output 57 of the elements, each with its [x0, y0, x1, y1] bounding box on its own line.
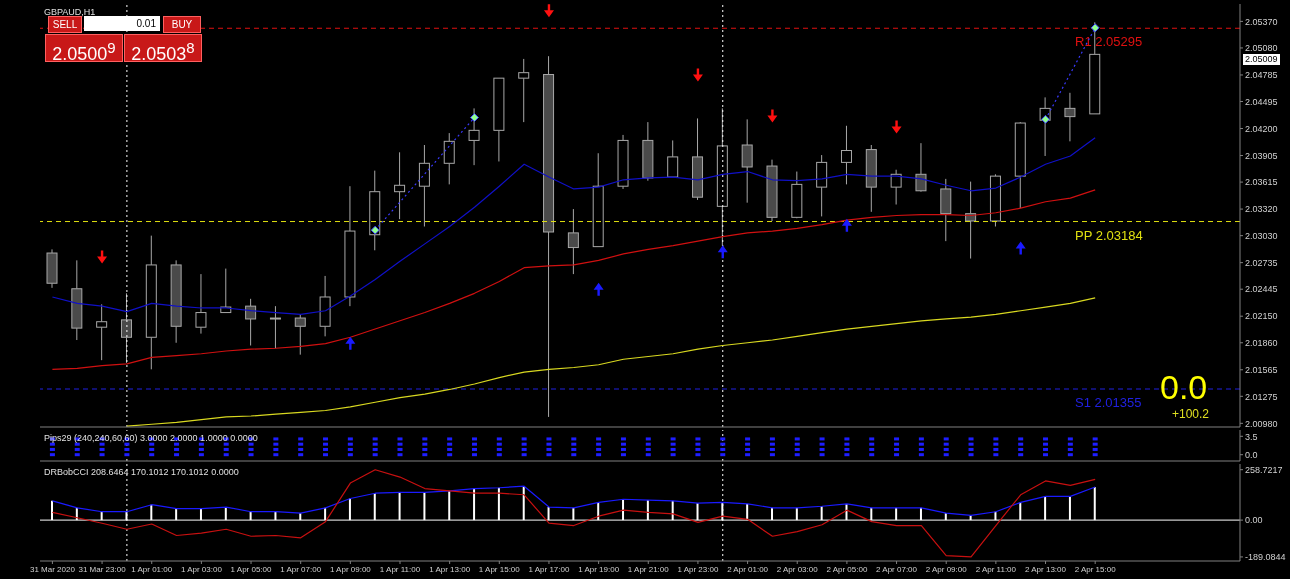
x-tick-label: 1 Apr 19:00: [578, 564, 620, 574]
y-tick-label: 2.03615: [1245, 177, 1278, 188]
x-tick-label: 1 Apr 07:00: [280, 564, 322, 574]
y-tick-label: 0.0: [1245, 449, 1258, 460]
x-tick-label: 2 Apr 05:00: [826, 564, 868, 574]
y-tick-label: 2.01860: [1245, 337, 1278, 348]
y-tick-label: 2.03320: [1245, 204, 1278, 215]
x-tick-label: 1 Apr 01:00: [131, 564, 173, 574]
y-tick-label: 2.04785: [1245, 70, 1278, 81]
y-tick-label: 2.03905: [1245, 150, 1278, 161]
x-tick-label: 31 Mar 23:00: [78, 564, 127, 574]
y-tick-label: -189.0844: [1245, 552, 1286, 563]
x-tick-label: 1 Apr 23:00: [677, 564, 719, 574]
bid-price-box: 2.0500$^{9}$: [45, 34, 123, 62]
x-tick-label: 1 Apr 15:00: [478, 564, 521, 574]
y-tick-label: 2.05370: [1245, 16, 1278, 27]
lot-size-field: 0.01: [84, 16, 160, 31]
annotation: +100.2: [1172, 407, 1210, 421]
sell-button: SELL: [48, 16, 82, 33]
x-tick-label: 1 Apr 11:00: [379, 564, 421, 574]
y-tick-label: 2.01565: [1245, 364, 1278, 375]
y-tick-label: 2.02445: [1245, 284, 1278, 295]
ref-line-label: S1 2.01355: [1075, 395, 1142, 410]
x-tick-label: 2 Apr 15:00: [1074, 564, 1117, 574]
price-tag: 2.05009: [1243, 54, 1280, 65]
y-tick-label: 3.5: [1245, 431, 1258, 442]
x-tick-label: 2 Apr 09:00: [925, 564, 968, 574]
x-tick-label: 2 Apr 01:00: [727, 564, 769, 574]
y-tick-label: 258.7217: [1245, 464, 1283, 475]
y-tick-label: 2.00980: [1245, 418, 1278, 429]
x-tick-label: 31 Mar 2020: [29, 564, 76, 574]
x-tick-label: 1 Apr 03:00: [180, 564, 223, 574]
ask-price-box: 2.0503$^{8}$: [124, 34, 202, 62]
x-tick-label: 1 Apr 21:00: [627, 564, 670, 574]
x-tick-label: 2 Apr 07:00: [876, 564, 918, 574]
y-tick-label: 2.05080: [1245, 43, 1278, 54]
y-tick-label: 2.03030: [1245, 230, 1278, 241]
x-tick-label: 1 Apr 05:00: [230, 564, 273, 574]
y-tick-label: 2.04200: [1245, 123, 1278, 134]
chart-title: GBPAUD,H1: [44, 7, 96, 17]
chart-title: DRBobCCI 208.6464 170.1012 170.1012 0.0000: [44, 467, 239, 477]
y-tick-label: 2.01275: [1245, 391, 1278, 402]
x-tick-label: 2 Apr 11:00: [975, 564, 1017, 574]
buy-button: BUY: [163, 16, 201, 33]
chart-title: Pips29 (240,240,60,60) 3.0000 2.0000 1.0000 0.0000: [44, 433, 258, 443]
x-tick-label: 2 Apr 13:00: [1025, 564, 1067, 574]
x-tick-label: 2 Apr 03:00: [776, 564, 819, 574]
ref-line-label: R1 2.05295: [1075, 34, 1143, 50]
x-tick-label: 1 Apr 13:00: [429, 564, 471, 574]
annotation: 0.0: [1160, 368, 1208, 407]
y-tick-label: 2.04495: [1245, 96, 1278, 107]
y-tick-label: 2.02735: [1245, 257, 1278, 268]
x-tick-label: 1 Apr 09:00: [329, 564, 372, 574]
y-tick-label: 2.02150: [1245, 311, 1278, 322]
x-tick-label: 1 Apr 17:00: [528, 564, 570, 574]
ref-line-label: PP 2.03184: [1075, 227, 1143, 243]
y-tick-label: 0.00: [1245, 515, 1263, 526]
